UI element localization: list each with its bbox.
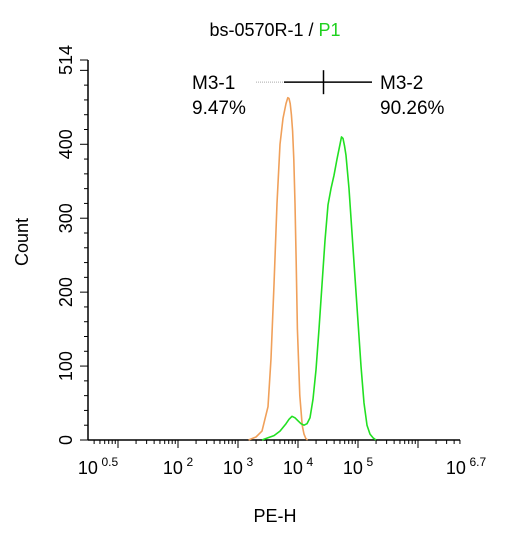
series-group <box>248 96 377 441</box>
x-tick-exponent: 6.7 <box>469 455 486 469</box>
x-tick-label: 10 4 <box>283 455 314 478</box>
marker-m3-2-label: M3-2 <box>380 73 423 94</box>
x-tick-exponent: 4 <box>306 455 313 469</box>
marker-m3-1-label: M3-1 <box>192 73 235 94</box>
series-line-1 <box>248 96 309 441</box>
y-tick-label: 0 <box>56 435 76 445</box>
y-tick-label: 400 <box>56 129 76 159</box>
x-axis-label: PE-H <box>253 506 296 526</box>
x-tick-base: 10 <box>446 458 470 478</box>
axis-ticks: 10 0.5 10 2 10 3 10 4 10 5 10 6.7010020030040… <box>56 45 486 478</box>
y-tick-label: 100 <box>56 351 76 381</box>
series-line-2 <box>261 136 377 441</box>
chart-title-separator: / <box>304 20 319 40</box>
x-tick-label: 10 6.7 <box>446 455 487 478</box>
x-tick-base: 10 <box>78 458 102 478</box>
y-tick-label: 514 <box>56 45 76 75</box>
chart-title: bs-0570R-1 / P1 <box>209 20 340 40</box>
x-tick-label: 10 0.5 <box>78 455 119 478</box>
marker-m3-2-percent: 90.26% <box>380 98 445 119</box>
x-tick-base: 10 <box>283 458 307 478</box>
y-axis-label: Count <box>12 218 32 266</box>
marker-m3-1-percent: 9.47% <box>192 98 246 119</box>
x-tick-label: 10 5 <box>343 455 374 478</box>
x-tick-base: 10 <box>223 458 247 478</box>
y-tick-label: 200 <box>56 277 76 307</box>
x-tick-exponent: 2 <box>186 455 193 469</box>
x-tick-exponent: 3 <box>246 455 253 469</box>
x-tick-exponent: 0.5 <box>101 455 118 469</box>
x-tick-label: 10 3 <box>223 455 254 478</box>
x-tick-exponent: 5 <box>366 455 373 469</box>
y-tick-label: 300 <box>56 203 76 233</box>
x-tick-base: 10 <box>343 458 367 478</box>
chart-title-gate: P1 <box>319 20 341 40</box>
x-tick-label: 10 2 <box>163 455 194 478</box>
marker-group: M3-1 9.47% M3-2 90.26% <box>192 70 445 119</box>
x-tick-base: 10 <box>163 458 187 478</box>
chart-title-sample: bs-0570R-1 <box>209 20 303 40</box>
